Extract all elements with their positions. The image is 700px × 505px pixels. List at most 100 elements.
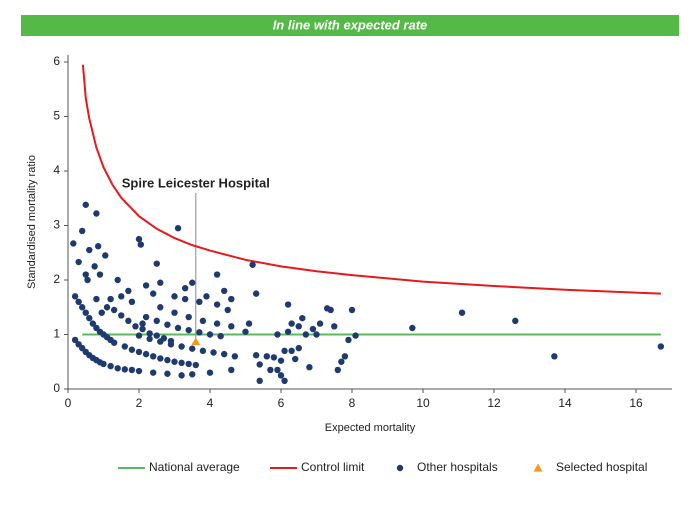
point	[263, 353, 270, 360]
point	[213, 271, 221, 278]
selected-point	[191, 337, 201, 346]
point	[252, 352, 260, 359]
point	[110, 339, 118, 346]
point	[281, 377, 288, 385]
point	[192, 361, 199, 369]
point	[171, 309, 178, 316]
legend-label: National average	[149, 460, 240, 474]
point	[281, 347, 288, 355]
header-title: In line with expected rate	[273, 17, 428, 32]
point	[153, 317, 160, 325]
point	[114, 365, 121, 372]
point	[288, 320, 295, 327]
point	[228, 366, 235, 374]
point	[203, 293, 210, 300]
y-tick-label: 0	[53, 381, 60, 395]
point	[135, 348, 143, 356]
point	[181, 295, 189, 303]
point	[199, 347, 207, 355]
point	[150, 290, 157, 297]
point	[98, 309, 105, 316]
point	[107, 295, 114, 303]
x-tick-label: 4	[207, 396, 214, 410]
point	[267, 366, 274, 374]
point	[224, 306, 231, 314]
point	[139, 325, 146, 333]
point	[137, 241, 144, 248]
point	[178, 372, 185, 379]
point	[199, 317, 207, 325]
point	[245, 320, 253, 327]
legend-swatch	[396, 464, 404, 472]
point	[277, 372, 285, 379]
point	[102, 252, 109, 259]
point	[292, 355, 299, 363]
point	[270, 354, 278, 361]
point	[206, 331, 214, 338]
point	[295, 323, 302, 330]
point	[84, 276, 91, 284]
point	[114, 276, 121, 284]
point	[174, 324, 182, 332]
point	[107, 362, 114, 370]
point	[103, 304, 111, 311]
point	[256, 361, 263, 368]
point	[196, 298, 203, 305]
point	[221, 287, 228, 295]
point	[128, 298, 136, 305]
series-line	[81, 64, 661, 295]
x-tick-label: 2	[136, 396, 143, 410]
point	[295, 344, 302, 352]
point	[142, 313, 150, 321]
point	[121, 343, 128, 350]
point	[164, 356, 171, 364]
point	[657, 343, 665, 350]
point	[157, 355, 164, 362]
point	[93, 295, 100, 303]
point	[142, 350, 150, 358]
point	[178, 359, 185, 367]
point	[316, 320, 324, 327]
point	[157, 304, 164, 311]
point	[128, 366, 136, 374]
point	[178, 343, 185, 350]
point	[213, 320, 221, 327]
point	[213, 301, 221, 308]
point	[551, 353, 558, 360]
point	[348, 306, 356, 314]
point	[231, 353, 239, 360]
point	[94, 243, 102, 250]
y-tick-label: 6	[53, 54, 60, 68]
point	[206, 369, 214, 376]
point	[139, 320, 146, 327]
point	[75, 298, 82, 305]
point	[125, 317, 132, 325]
point	[93, 210, 100, 217]
point	[274, 366, 281, 374]
y-tick-label: 3	[53, 218, 60, 232]
point	[242, 328, 249, 335]
point	[327, 306, 334, 314]
point	[185, 360, 192, 368]
x-tick-label: 8	[349, 396, 356, 410]
legend-swatch	[533, 463, 543, 472]
x-tick-label: 0	[65, 396, 72, 410]
point	[128, 346, 136, 353]
point	[210, 349, 217, 356]
point	[409, 324, 416, 332]
point	[75, 258, 82, 266]
point	[125, 287, 132, 295]
point	[100, 360, 107, 368]
point	[157, 338, 164, 345]
point	[288, 347, 295, 355]
point	[82, 309, 89, 316]
point	[331, 323, 338, 330]
point	[189, 279, 196, 286]
point	[153, 332, 160, 339]
point	[302, 331, 310, 338]
point	[345, 336, 352, 344]
point	[181, 284, 189, 292]
point	[79, 304, 86, 311]
point	[96, 271, 104, 278]
point	[86, 314, 93, 322]
